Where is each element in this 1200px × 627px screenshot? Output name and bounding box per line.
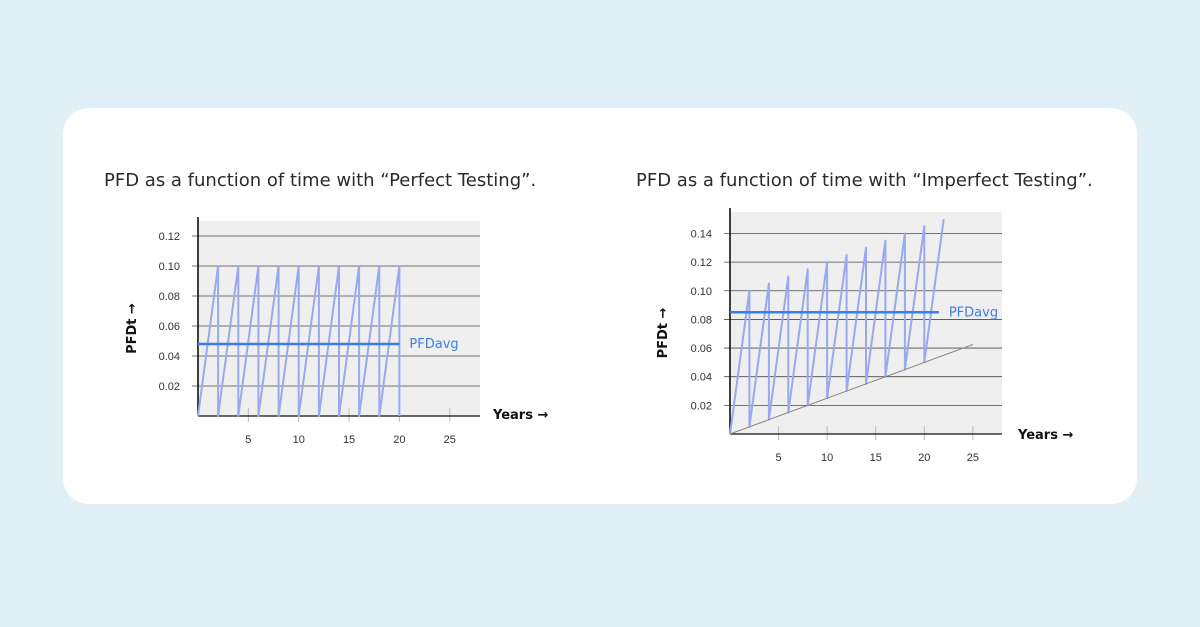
y-tick-label: 0.12 [159, 231, 180, 243]
x-tick-label: 5 [245, 434, 251, 446]
chart-2-title: PFD as a function of time with “Imperfec… [636, 170, 1093, 191]
chart-1-plot: 0.02 0.04 0.06 0.08 0.10 0.12 5 10 15 20 25 PFDavg Y… [125, 217, 548, 446]
y-tick-label: 0.10 [159, 261, 180, 273]
y-tick-label: 0.04 [159, 351, 180, 363]
y-axis-title: PFDt → [125, 303, 140, 354]
y-tick-label: 0.06 [159, 321, 180, 333]
x-tick-label: 25 [444, 434, 456, 446]
y-tick-label: 0.08 [159, 291, 180, 303]
x-axis-title: Years → [492, 408, 548, 423]
series-pfdavg-label: PFDavg [409, 337, 458, 352]
x-tick-label: 15 [343, 434, 355, 446]
y-tick-label: 0.02 [159, 381, 180, 393]
series-pfdt-line [197, 265, 401, 417]
x-tick-label: 10 [293, 434, 305, 446]
chart-1-title: PFD as a function of time with “Perfect … [104, 170, 537, 191]
x-tick-label: 20 [393, 434, 405, 446]
